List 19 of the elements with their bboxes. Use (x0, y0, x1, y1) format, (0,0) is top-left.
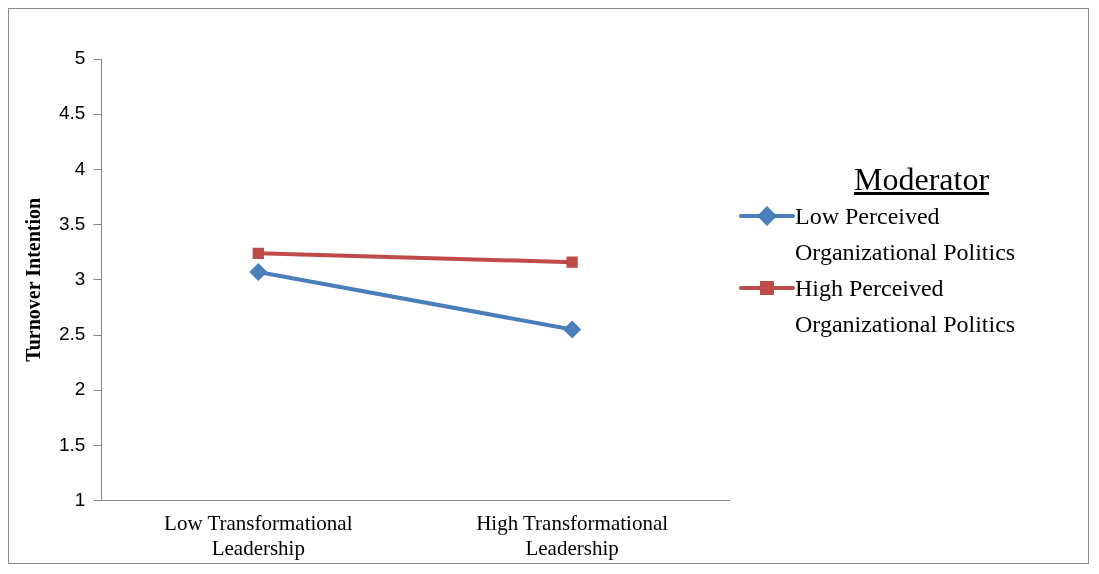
legend-title: Moderator (852, 160, 991, 198)
y-tick-label: 2 (74, 378, 86, 400)
y-tick-label: 2.5 (58, 323, 86, 345)
y-axis-title: Turnover Intention (22, 197, 45, 362)
x-tick-label: High Transformational Leadership (476, 510, 669, 560)
x-tick-label: Low Transformational Leadership (164, 510, 353, 560)
y-tick-label: 1.5 (58, 433, 86, 455)
legend-label: Low Perceived Organizational Politics (795, 201, 1017, 267)
y-tick-label: 4 (74, 157, 86, 179)
y-tick-label: 5 (74, 47, 86, 69)
point (249, 263, 268, 282)
point (252, 247, 264, 259)
y-tick-label: 3.5 (58, 212, 86, 234)
point (563, 320, 582, 339)
legend-label: High Perceived Organizational Politics (795, 273, 1017, 339)
y-tick-label: 3 (74, 268, 86, 290)
point (566, 256, 578, 268)
y-tick-label: 4.5 (58, 102, 86, 124)
y-tick-label: 1 (74, 488, 86, 510)
